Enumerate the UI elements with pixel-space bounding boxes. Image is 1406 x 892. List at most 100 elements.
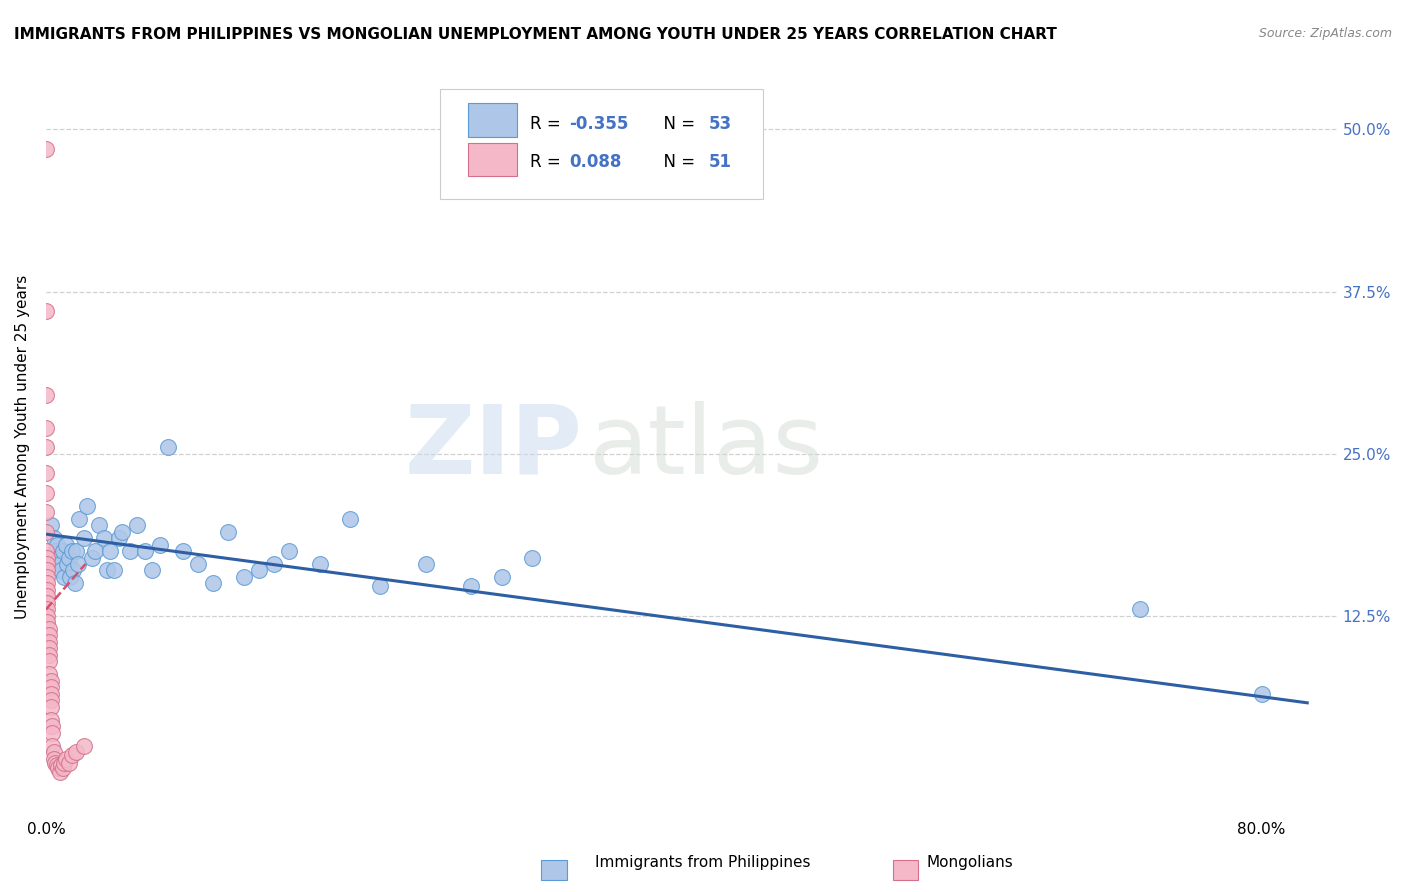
Point [35,466,58,480]
Point [45,537,67,551]
Point [118,544,141,558]
Point [263,557,285,571]
Point [39,693,62,707]
Point [1129,602,1152,616]
FancyBboxPatch shape [468,103,517,136]
Point [93,531,115,545]
Point [39,687,62,701]
Point [339,511,361,525]
Point [65,544,87,558]
Point [37,590,59,604]
Point [415,557,437,571]
Text: -0.355: -0.355 [569,115,628,133]
Point [522,550,544,565]
Point [66,557,89,571]
Point [73,739,96,753]
Text: 51: 51 [709,153,731,171]
Point [35,304,58,318]
Point [44,756,66,770]
Text: atlas: atlas [589,401,824,493]
Point [38,635,60,649]
Point [41,719,63,733]
Point [111,524,134,539]
Point [38,667,60,681]
Point [38,641,60,656]
Point [55,751,77,765]
Text: 53: 53 [709,115,731,133]
Point [172,544,194,558]
Point [108,531,131,545]
Point [89,518,111,533]
Point [35,388,58,402]
Point [232,570,254,584]
Point [35,421,58,435]
Point [39,518,62,533]
Point [37,576,59,591]
Point [48,764,70,779]
Point [37,608,59,623]
Point [73,531,96,545]
Point [127,518,149,533]
Point [41,725,63,739]
Point [37,615,59,630]
Point [35,142,58,156]
Point [35,485,58,500]
Point [67,511,90,525]
Point [65,745,87,759]
Point [44,544,66,558]
Point [39,680,62,694]
Point [35,440,58,454]
Point [38,628,60,642]
Point [37,596,59,610]
Point [51,564,73,578]
Point [98,544,121,558]
Point [35,544,58,558]
Point [42,745,65,759]
Point [53,756,76,770]
Point [39,673,62,688]
Point [1250,687,1272,701]
Point [46,761,69,775]
Text: R =: R = [530,153,567,171]
Point [62,564,84,578]
Point [52,544,75,558]
Point [55,537,77,551]
Point [37,602,59,616]
Point [217,524,239,539]
Point [41,739,63,753]
Text: Source: ZipAtlas.com: Source: ZipAtlas.com [1258,27,1392,40]
Text: R =: R = [530,115,567,133]
FancyBboxPatch shape [440,88,763,200]
Point [491,570,513,584]
Point [141,564,163,578]
Y-axis label: Unemployment Among Youth under 25 years: Unemployment Among Youth under 25 years [15,275,30,619]
Point [202,576,225,591]
Point [37,557,59,571]
Point [59,570,82,584]
Point [35,524,58,539]
Point [187,557,209,571]
Point [103,564,125,578]
Point [58,550,80,565]
Text: ZIP: ZIP [404,401,582,493]
Point [308,557,330,571]
Point [60,544,83,558]
Text: N =: N = [652,153,700,171]
Point [53,570,76,584]
Point [39,713,62,727]
Point [37,582,59,597]
Point [149,537,172,551]
Point [60,747,83,762]
Point [51,758,73,772]
Point [35,505,58,519]
Point [38,654,60,668]
Point [76,499,98,513]
Point [42,531,65,545]
FancyBboxPatch shape [468,143,517,176]
Point [58,756,80,770]
Point [156,440,179,454]
Point [56,557,79,571]
Text: Immigrants from Philippines: Immigrants from Philippines [595,855,811,870]
Point [83,544,105,558]
Point [278,544,301,558]
